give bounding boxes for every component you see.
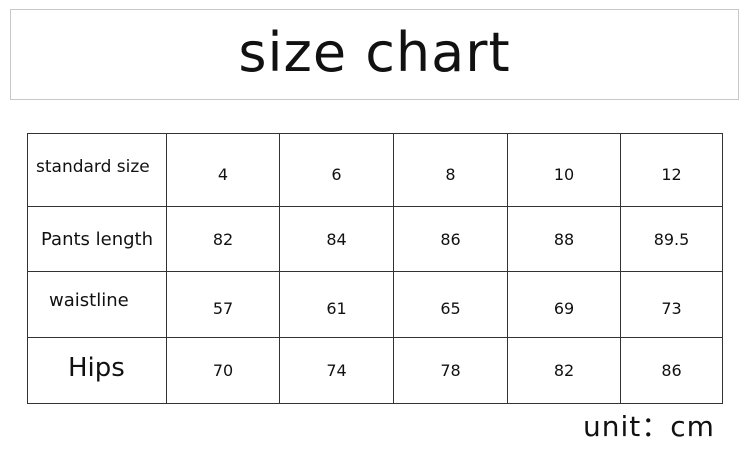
row-label: Hips	[27, 337, 167, 404]
table-cell: 6	[279, 133, 394, 207]
table-cell: 86	[620, 337, 723, 404]
title-box: size chart	[10, 9, 739, 100]
table-cell: 10	[507, 133, 621, 207]
table-cell: 86	[393, 206, 508, 272]
page-title: size chart	[238, 21, 511, 84]
table-cell: 89.5	[620, 206, 723, 272]
table-cell: 12	[620, 133, 723, 207]
table-cell: 69	[507, 271, 621, 338]
table-row: standard size 4 6 8 10 12	[27, 133, 723, 207]
table-cell: 70	[166, 337, 280, 404]
table-cell: 88	[507, 206, 621, 272]
table-cell: 84	[279, 206, 394, 272]
table-row: Hips 70 74 78 82 86	[27, 337, 723, 404]
table-cell: 82	[166, 206, 280, 272]
table-row: Pants length 82 84 86 88 89.5	[27, 206, 723, 272]
table-row: waistline 57 61 65 69 73	[27, 271, 723, 338]
row-label: waistline	[27, 271, 167, 338]
table-cell: 78	[393, 337, 508, 404]
row-label: Pants length	[27, 206, 167, 272]
size-table: standard size 4 6 8 10 12 Pants length 82 84 86 88…	[27, 133, 723, 404]
table-cell: 61	[279, 271, 394, 338]
table-cell: 65	[393, 271, 508, 338]
table-cell: 57	[166, 271, 280, 338]
unit-label: unit：cm	[583, 410, 715, 443]
table-cell: 8	[393, 133, 508, 207]
table-cell: 73	[620, 271, 723, 338]
row-label: standard size	[27, 133, 167, 207]
table-cell: 74	[279, 337, 394, 404]
table-cell: 82	[507, 337, 621, 404]
table-cell: 4	[166, 133, 280, 207]
